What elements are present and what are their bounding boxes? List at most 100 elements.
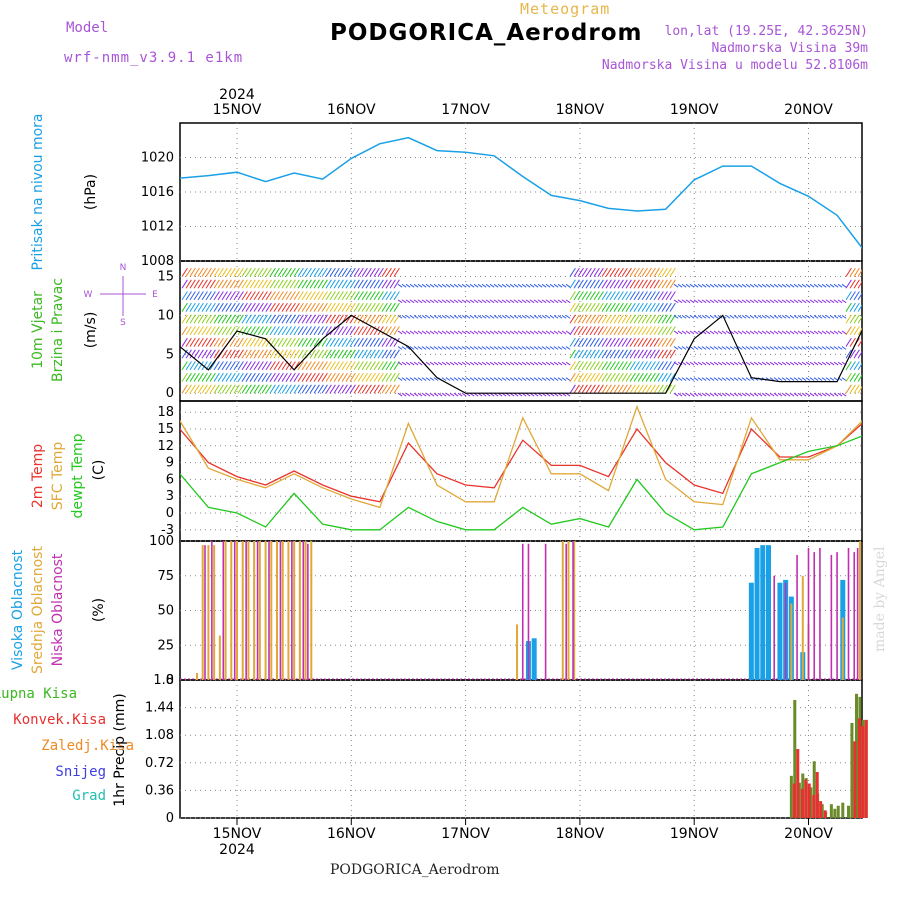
y-tick-label: 1.44	[145, 701, 174, 716]
y-tick-label: 18	[157, 405, 174, 420]
day-label-bottom: 16NOV	[327, 826, 376, 842]
y-tick-label: 12	[157, 439, 174, 454]
low-cloud-bar	[856, 547, 859, 680]
y-tick-label: 15	[157, 270, 174, 285]
precip-legend-item: Konvek.Kisa	[13, 712, 106, 728]
y-tick-label: 1016	[141, 185, 174, 200]
sfctemp-axis-label: SFC Temp	[50, 442, 66, 511]
conv-precip-bar	[864, 719, 868, 818]
low-cloud-bar	[813, 552, 816, 680]
direction-e: E	[152, 290, 158, 300]
y-tick-label: 3	[166, 489, 174, 504]
day-label-top: 19NOV	[670, 102, 719, 118]
mid-cloud-bar	[253, 541, 256, 680]
day-label-top: 15NOV	[213, 102, 262, 118]
y-tick-label: 75	[157, 569, 174, 584]
direction-n: N	[120, 263, 127, 273]
high-cloud-bar	[777, 582, 783, 680]
mid-cloud-bar	[293, 541, 296, 680]
model-elevation: Nadmorska Visina u modelu 52.8106m	[601, 58, 868, 73]
low-cloud-bar	[245, 541, 247, 680]
station-title: PODGORICA_Aerodrom	[330, 20, 643, 46]
station-elevation: Nadmorska Visina 39m	[711, 41, 868, 56]
day-label-top: 20NOV	[784, 102, 833, 118]
high-cloud-bar	[531, 638, 537, 680]
mid-cloud-bar	[195, 673, 198, 680]
sfc-temp-line	[180, 404, 862, 509]
y-tick-label: 100	[149, 534, 174, 549]
mid-cloud-axis-label: Srednja Oblacnost	[30, 546, 46, 674]
mid-cloud-bar	[213, 545, 216, 680]
y-tick-label: 1020	[141, 151, 174, 166]
pressure-line	[180, 136, 862, 249]
mid-cloud-bar	[218, 635, 221, 680]
day-label-top: 16NOV	[327, 102, 376, 118]
mid-cloud-bar	[287, 541, 290, 680]
low-cloud-bar	[268, 541, 270, 680]
y-tick-label: 0	[166, 673, 174, 688]
low-cloud-bar	[544, 543, 547, 680]
y-tick-label: 25	[157, 638, 174, 653]
dewpt-axis-label: dewpt Temp	[70, 433, 86, 518]
mid-cloud-bar	[561, 541, 564, 680]
total-precip-bar	[812, 761, 816, 818]
mid-cloud-bar	[801, 575, 804, 680]
day-label-top: 17NOV	[441, 102, 490, 118]
conv-precip-bar	[812, 795, 816, 818]
pressure-axis-label: Pritisak na nivou mora	[30, 113, 46, 270]
mid-cloud-bar	[258, 541, 261, 680]
total-precip-bar	[829, 804, 833, 818]
precip-legend-item: Snijeg	[55, 764, 106, 780]
mid-cloud-bar	[310, 541, 313, 680]
cloud-unit-label: (%)	[91, 598, 107, 622]
temp-unit-label: (C)	[91, 460, 107, 481]
mid-cloud-bar	[241, 541, 244, 680]
footer-station: PODGORICA_Aerodrom	[330, 862, 500, 878]
total-precip-bar	[841, 802, 845, 818]
low-cloud-bar	[211, 541, 213, 680]
low-cloud-bar	[527, 543, 530, 680]
mid-cloud-bar	[264, 541, 267, 680]
y-tick-label: 1008	[141, 254, 174, 269]
temp-2m-line	[180, 422, 862, 503]
conv-precip-bar	[815, 772, 819, 818]
y-tick-label: 10	[157, 308, 174, 323]
day-label-top: 18NOV	[556, 102, 605, 118]
precip-legend-item: Zaledj.Kisa	[41, 738, 134, 754]
low-cloud-bar	[521, 543, 524, 680]
temp2m-axis-label: 2m Temp	[30, 444, 46, 508]
low-cloud-bar	[807, 547, 810, 680]
day-label-bottom: 17NOV	[441, 826, 490, 842]
low-cloud-bar	[256, 541, 259, 680]
total-precip-bar	[833, 808, 837, 818]
mid-cloud-bar	[281, 541, 284, 680]
low-cloud-bar	[565, 543, 567, 680]
low-cloud-bar	[830, 554, 833, 680]
conv-precip-bar	[858, 718, 862, 818]
low-cloud-bar	[291, 541, 293, 680]
dewpoint-line	[180, 435, 862, 531]
total-precip-bar	[855, 693, 859, 818]
y-tick-label: 0	[166, 386, 174, 401]
conv-precip-bar	[804, 779, 808, 818]
low-cloud-bar	[796, 554, 798, 680]
conv-precip-bar	[823, 810, 827, 818]
model-name: wrf-nmm_v3.9.1 e1km	[64, 50, 244, 66]
conv-precip-bar	[853, 741, 857, 818]
precip-legend-item: Ukupna Kisa	[0, 686, 77, 702]
low-cloud-bar	[836, 552, 838, 680]
mid-cloud-bar	[276, 541, 279, 680]
conv-precip-bar	[819, 801, 823, 818]
mid-cloud-bar	[841, 617, 844, 680]
y-tick-label: 0	[166, 506, 174, 521]
total-precip-bar	[836, 805, 840, 818]
y-tick-label: 9	[166, 456, 174, 471]
mid-cloud-bar	[567, 541, 570, 680]
y-tick-label: 1012	[141, 220, 174, 235]
low-cloud-bar	[773, 575, 776, 680]
low-cloud-bar	[279, 541, 282, 680]
y-tick-label: -3	[161, 523, 174, 538]
mid-cloud-bar	[224, 541, 227, 680]
mid-cloud-bar	[304, 541, 307, 680]
